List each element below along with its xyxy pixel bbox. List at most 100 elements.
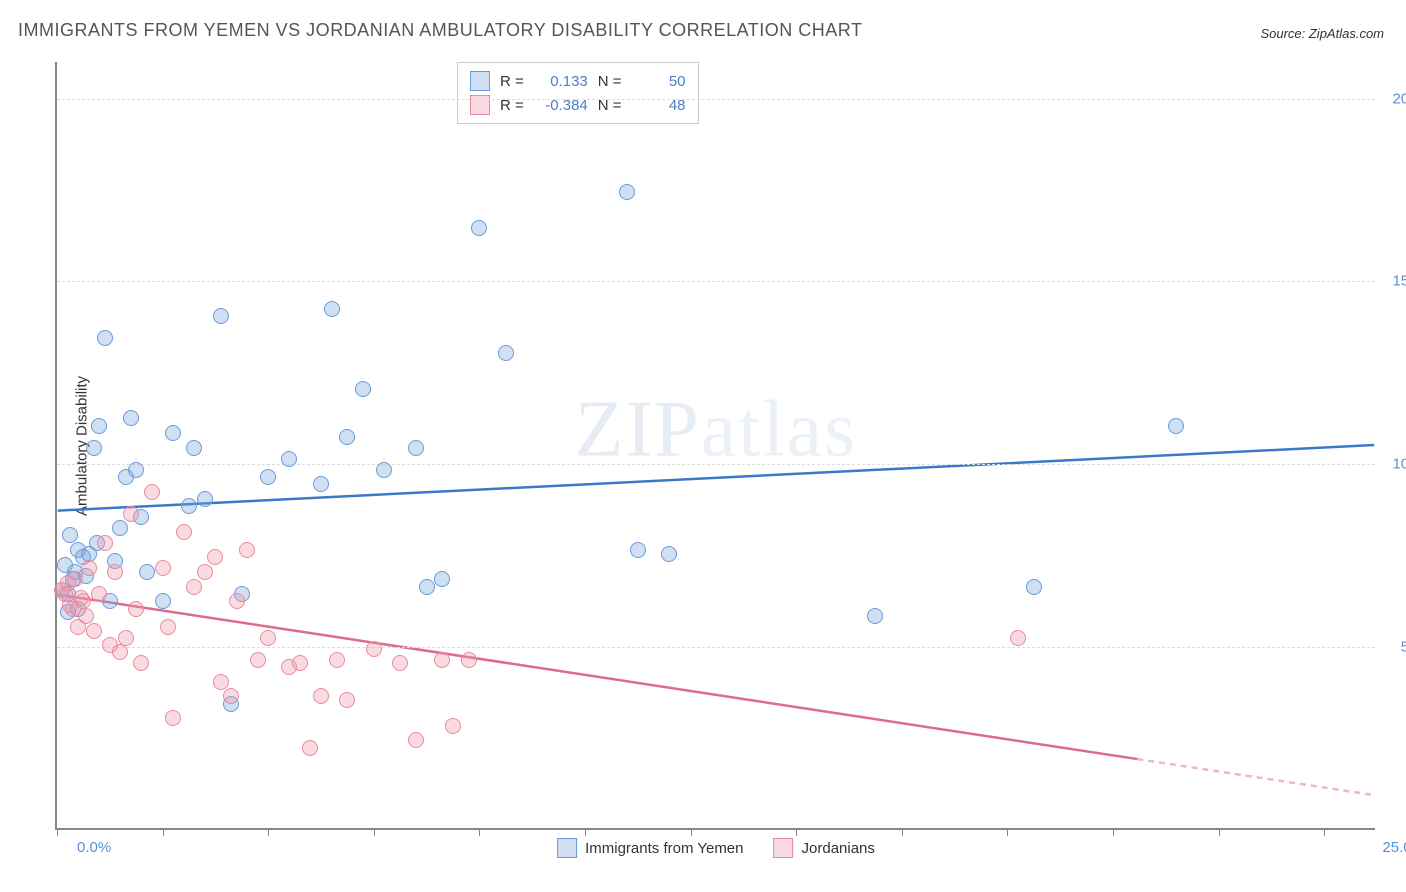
scatter-point <box>392 655 408 671</box>
scatter-point <box>867 608 883 624</box>
scatter-point <box>260 469 276 485</box>
scatter-point <box>144 484 160 500</box>
x-tick <box>1113 828 1114 836</box>
scatter-point <box>91 586 107 602</box>
scatter-point <box>155 593 171 609</box>
scatter-point <box>97 330 113 346</box>
gridline <box>57 281 1375 282</box>
scatter-point <box>81 560 97 576</box>
legend: Immigrants from Yemen Jordanians <box>557 838 875 858</box>
trend-lines-svg <box>57 62 1375 828</box>
scatter-point <box>434 571 450 587</box>
scatter-point <box>139 564 155 580</box>
scatter-point <box>329 652 345 668</box>
scatter-point <box>376 462 392 478</box>
scatter-point <box>155 560 171 576</box>
scatter-point <box>498 345 514 361</box>
plot-area: ZIPatlas R = 0.133 N = 50 R = -0.384 N =… <box>55 62 1375 830</box>
x-tick <box>163 828 164 836</box>
legend-label-1: Immigrants from Yemen <box>585 840 743 857</box>
scatter-point <box>197 564 213 580</box>
n-label: N = <box>598 73 622 90</box>
scatter-point <box>229 593 245 609</box>
legend-item-2: Jordanians <box>774 838 875 858</box>
source-attribution: Source: ZipAtlas.com <box>1260 26 1384 41</box>
scatter-point <box>62 527 78 543</box>
stat-swatch-blue <box>470 71 490 91</box>
scatter-point <box>123 410 139 426</box>
x-axis-max-label: 25.0% <box>1382 839 1406 856</box>
scatter-point <box>213 308 229 324</box>
x-tick <box>585 828 586 836</box>
scatter-point <box>133 655 149 671</box>
scatter-point <box>339 429 355 445</box>
scatter-point <box>73 590 89 606</box>
scatter-point <box>619 184 635 200</box>
gridline <box>57 464 1375 465</box>
legend-swatch-pink <box>774 838 794 858</box>
scatter-point <box>78 608 94 624</box>
chart-container: IMMIGRANTS FROM YEMEN VS JORDANIAN AMBUL… <box>0 0 1406 892</box>
watermark: ZIPatlas <box>575 384 858 475</box>
n-value-1: 50 <box>632 73 686 90</box>
scatter-point <box>223 688 239 704</box>
gridline <box>57 647 1375 648</box>
scatter-point <box>112 520 128 536</box>
scatter-point <box>408 732 424 748</box>
scatter-point <box>1026 579 1042 595</box>
gridline <box>57 99 1375 100</box>
scatter-point <box>197 491 213 507</box>
legend-swatch-blue <box>557 838 577 858</box>
scatter-point <box>107 564 123 580</box>
scatter-point <box>67 571 83 587</box>
scatter-point <box>281 451 297 467</box>
scatter-point <box>1010 630 1026 646</box>
scatter-point <box>313 688 329 704</box>
scatter-point <box>181 498 197 514</box>
x-tick <box>268 828 269 836</box>
scatter-point <box>419 579 435 595</box>
chart-title: IMMIGRANTS FROM YEMEN VS JORDANIAN AMBUL… <box>18 20 862 41</box>
x-tick <box>796 828 797 836</box>
watermark-light: atlas <box>701 385 858 473</box>
y-tick-label: 5.0% <box>1401 639 1406 656</box>
scatter-point <box>123 506 139 522</box>
scatter-point <box>186 579 202 595</box>
scatter-point <box>165 425 181 441</box>
r-value-1: 0.133 <box>534 73 588 90</box>
scatter-point <box>213 674 229 690</box>
scatter-point <box>461 652 477 668</box>
scatter-point <box>91 418 107 434</box>
scatter-point <box>160 619 176 635</box>
x-tick <box>479 828 480 836</box>
scatter-point <box>260 630 276 646</box>
scatter-point <box>445 718 461 734</box>
scatter-point <box>176 524 192 540</box>
x-tick <box>691 828 692 836</box>
correlation-stat-box: R = 0.133 N = 50 R = -0.384 N = 48 <box>457 62 699 124</box>
scatter-point <box>118 630 134 646</box>
scatter-point <box>408 440 424 456</box>
scatter-point <box>355 381 371 397</box>
r-label: R = <box>500 73 524 90</box>
x-tick <box>902 828 903 836</box>
scatter-point <box>97 535 113 551</box>
x-tick <box>1007 828 1008 836</box>
x-axis-min-label: 0.0% <box>77 839 111 856</box>
scatter-point <box>324 301 340 317</box>
scatter-point <box>366 641 382 657</box>
scatter-point <box>86 623 102 639</box>
scatter-point <box>86 440 102 456</box>
watermark-bold: ZIP <box>575 385 701 473</box>
scatter-point <box>128 462 144 478</box>
y-tick-label: 15.0% <box>1392 273 1406 290</box>
scatter-point <box>239 542 255 558</box>
y-tick-label: 10.0% <box>1392 456 1406 473</box>
scatter-point <box>292 655 308 671</box>
scatter-point <box>434 652 450 668</box>
legend-label-2: Jordanians <box>802 840 875 857</box>
scatter-point <box>128 601 144 617</box>
x-tick <box>1219 828 1220 836</box>
x-tick <box>374 828 375 836</box>
stat-row-series1: R = 0.133 N = 50 <box>470 69 686 93</box>
